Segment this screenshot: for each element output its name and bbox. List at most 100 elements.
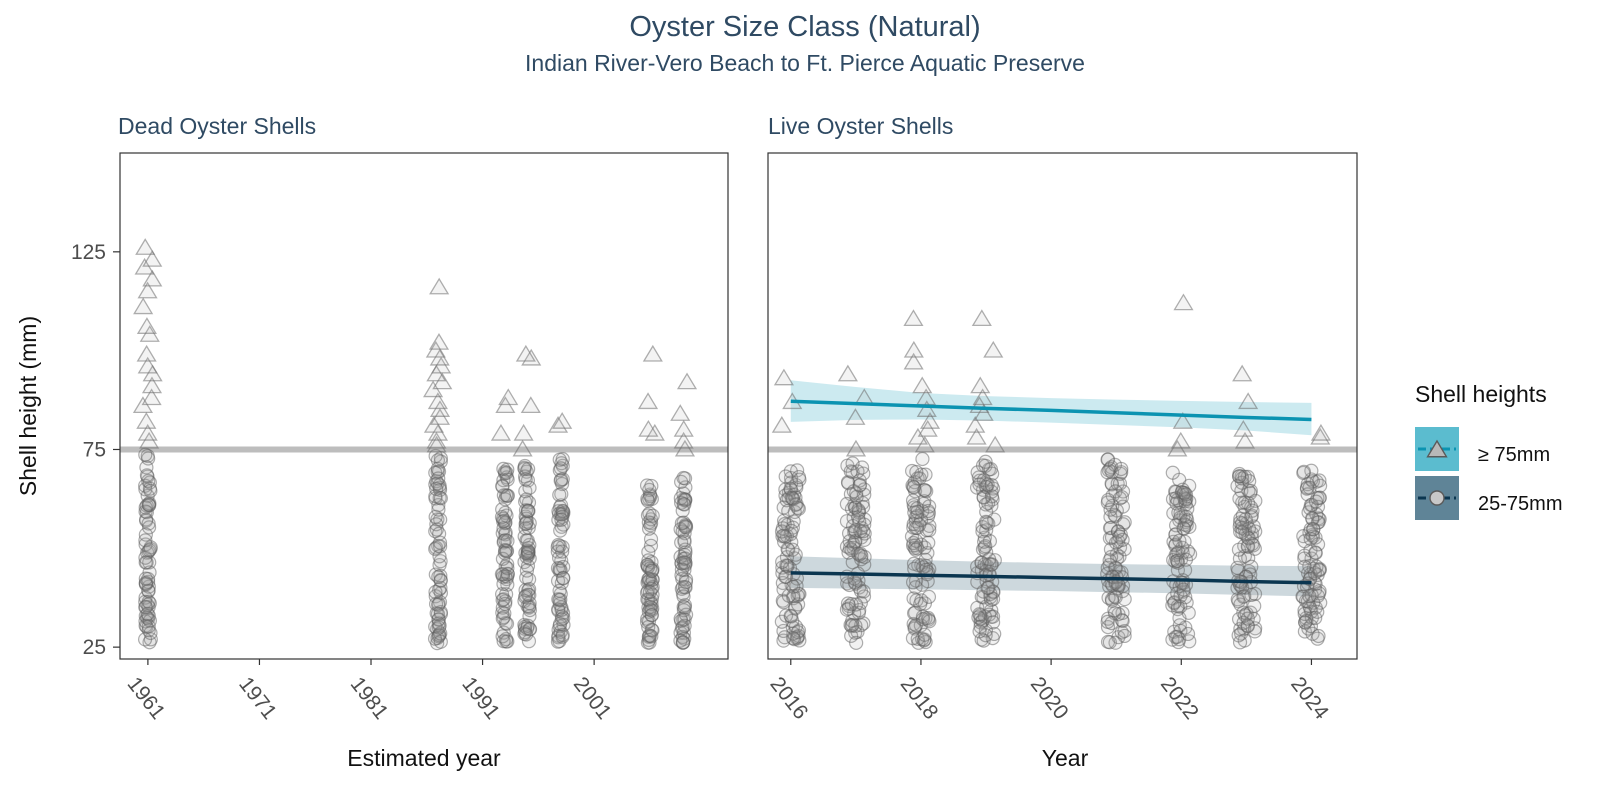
- point-small-shell: [907, 619, 922, 635]
- point-small-shell: [496, 521, 511, 536]
- point-small-shell: [431, 569, 446, 585]
- point-small-shell: [554, 512, 569, 527]
- point-small-shell: [841, 545, 856, 560]
- point-small-shell: [1101, 492, 1116, 508]
- point-large-shell: [513, 423, 534, 441]
- x-tick-label: 1981: [346, 673, 393, 724]
- y-tick-label: 75: [83, 438, 106, 461]
- chart-subtitle: Indian River-Vero Beach to Ft. Pierce Aq…: [525, 50, 1085, 76]
- point-small-shell: [856, 499, 871, 515]
- point-small-shell: [640, 491, 655, 507]
- point-small-shell: [138, 577, 154, 592]
- legend-label-small: 25-75mm: [1478, 493, 1562, 515]
- point-large-shell: [142, 249, 163, 267]
- point-small-shell: [1178, 552, 1194, 567]
- point-small-shell: [978, 514, 994, 529]
- y-tick-label: 25: [83, 636, 106, 659]
- point-small-shell: [1114, 490, 1130, 505]
- point-small-shell: [495, 587, 510, 602]
- point-small-shell: [1308, 545, 1323, 560]
- point-small-shell: [1302, 589, 1317, 604]
- point-small-shell: [1302, 480, 1317, 495]
- point-large-shell: [137, 356, 158, 374]
- panel-title-live: Live Oyster Shells: [768, 113, 953, 139]
- point-small-shell: [775, 554, 790, 570]
- point-small-shell: [1114, 461, 1129, 477]
- point-small-shell: [1232, 491, 1247, 506]
- point-small-shell: [1237, 469, 1252, 484]
- point-large-shell: [773, 368, 794, 386]
- point-small-shell: [431, 471, 446, 486]
- point-small-shell: [854, 548, 869, 564]
- point-small-shell: [1112, 529, 1127, 544]
- point-small-shell: [1309, 559, 1324, 574]
- point-large-shell: [429, 277, 450, 295]
- point-small-shell: [791, 469, 807, 485]
- point-small-shell: [1231, 542, 1247, 557]
- point-small-shell: [496, 461, 511, 476]
- legend-label-large: ≥ 75mm: [1478, 444, 1550, 466]
- legend: Shell heights ≥ 75mm 25-75mm: [1415, 381, 1562, 520]
- point-small-shell: [500, 533, 515, 549]
- point-large-shell: [771, 416, 792, 433]
- point-small-shell: [1112, 476, 1128, 491]
- point-small-shell: [846, 484, 861, 499]
- point-small-shell: [433, 626, 448, 641]
- point-small-shell: [1246, 538, 1261, 553]
- point-small-shell: [917, 627, 932, 642]
- x-tick-label: 1971: [234, 673, 281, 724]
- point-large-shell: [490, 423, 512, 441]
- point-small-shell: [644, 603, 659, 618]
- point-small-shell: [912, 517, 927, 532]
- point-small-shell: [845, 617, 860, 633]
- point-small-shell: [676, 470, 691, 486]
- point-small-shell: [138, 571, 153, 586]
- point-small-shell: [979, 515, 995, 530]
- point-small-shell: [1165, 465, 1180, 480]
- x-tick-label: 2018: [896, 673, 943, 724]
- x-tick-label: 1961: [123, 673, 170, 724]
- point-large-shell: [1233, 419, 1254, 437]
- point-large-shell: [133, 297, 154, 315]
- point-small-shell: [432, 526, 447, 541]
- point-small-shell: [1172, 618, 1187, 633]
- point-small-shell: [777, 630, 792, 645]
- point-small-shell: [519, 549, 534, 565]
- point-small-shell: [918, 552, 933, 567]
- point-large-shell: [1238, 392, 1259, 410]
- point-large-shell: [136, 344, 157, 362]
- point-small-shell: [645, 508, 660, 523]
- point-small-shell: [1232, 469, 1247, 484]
- point-small-shell: [1178, 487, 1194, 502]
- point-small-shell: [778, 608, 794, 623]
- point-large-shell: [141, 376, 163, 394]
- point-small-shell: [856, 584, 871, 599]
- point-small-shell: [1102, 635, 1117, 650]
- point-small-shell: [844, 597, 859, 612]
- point-small-shell: [678, 575, 694, 590]
- point-large-shell: [965, 416, 986, 433]
- point-small-shell: [1117, 628, 1132, 644]
- panel-title-dead: Dead Oyster Shells: [118, 113, 316, 139]
- x-axis-label-live: Year: [1042, 745, 1089, 771]
- legend-key-large: [1415, 427, 1459, 471]
- point-small-shell: [921, 535, 936, 550]
- point-small-shell: [494, 509, 510, 525]
- point-small-shell: [976, 534, 992, 549]
- point-small-shell: [138, 555, 153, 570]
- point-small-shell: [852, 478, 867, 493]
- y-axis-label: Shell height (mm): [15, 316, 41, 496]
- point-small-shell: [517, 589, 533, 605]
- point-small-shell: [784, 609, 799, 624]
- point-small-shell: [910, 504, 925, 519]
- point-small-shell: [676, 635, 691, 650]
- point-small-shell: [906, 480, 922, 495]
- point-small-shell: [905, 575, 921, 590]
- point-large-shell: [919, 412, 941, 429]
- point-small-shell: [978, 454, 993, 469]
- point-small-shell: [495, 567, 510, 582]
- point-small-shell: [642, 584, 657, 600]
- y-tick-label: 125: [71, 241, 106, 264]
- trend-line-small: [790, 571, 1312, 585]
- point-small-shell: [1114, 465, 1129, 480]
